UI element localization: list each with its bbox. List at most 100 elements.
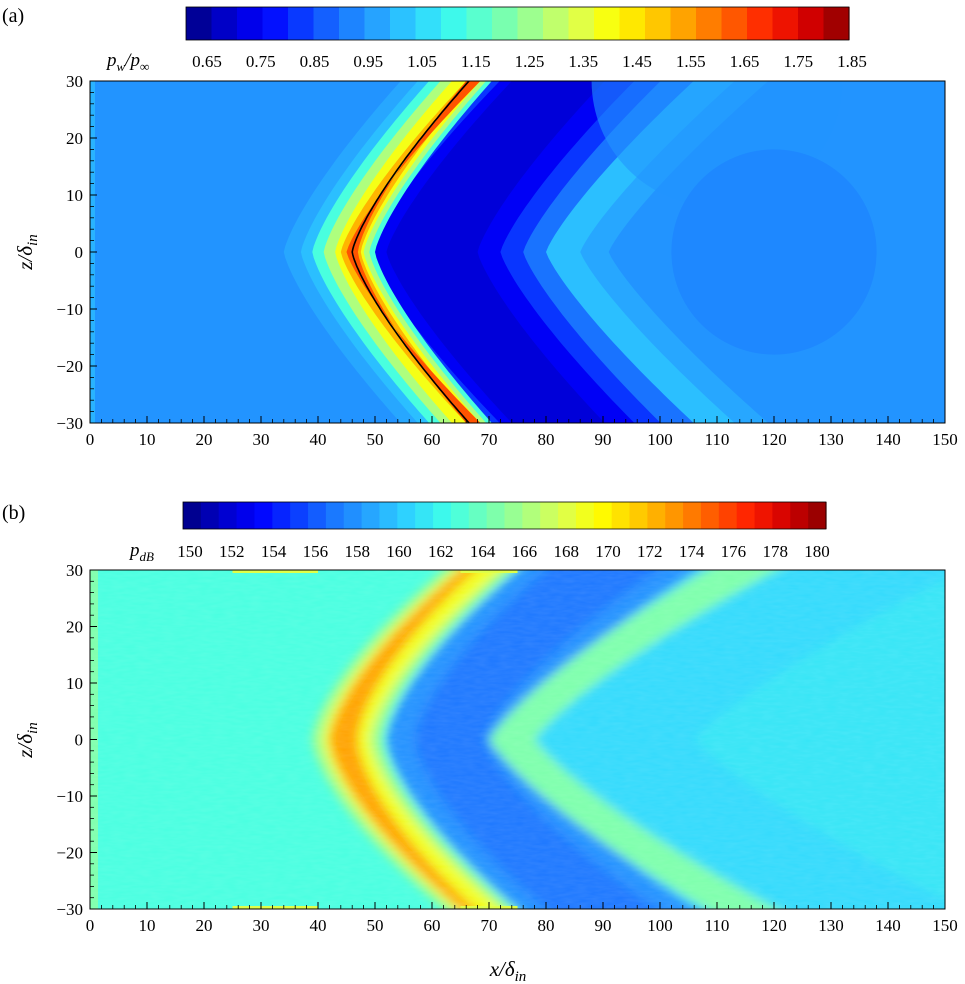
panel-b-colorbar-ticks: 150 152 154 156 158 160 162 164 166 168 170 172 174 1… xyxy=(177,542,830,561)
panel-a-y-tick-label: 20 xyxy=(66,129,83,148)
panel-a-x-tick-label: 30 xyxy=(253,430,270,449)
panel-a-colorbar-swatch xyxy=(772,7,799,40)
panel-a-contour-patch xyxy=(671,149,877,355)
panel-a-y-tick-label: 10 xyxy=(66,186,83,205)
panel-a-y-tick-label: 30 xyxy=(66,72,83,91)
panel-b-y-tick-label: 10 xyxy=(66,674,83,693)
panel-b-colorbar-border xyxy=(182,501,827,530)
panel-a-x-tick-label: 40 xyxy=(310,430,327,449)
panel-b-colorbar-label: pdB xyxy=(128,540,154,564)
panel-a-x-tick-label: 90 xyxy=(595,430,612,449)
panel-a-y-tick-label: −20 xyxy=(56,357,83,376)
panel-a-x-tick-label: 20 xyxy=(196,430,213,449)
panel-b-colorbar-swatch xyxy=(433,502,452,529)
panel-b-colorbar-swatch xyxy=(736,502,756,529)
panel-b-edge-highlight xyxy=(460,570,518,573)
panel-b-y-tick-label: −20 xyxy=(56,844,83,863)
panel-b-colorbar-tick-label: 156 xyxy=(303,542,329,561)
panel-b-x-tick-label: 70 xyxy=(481,916,498,935)
panel-a-contour-band xyxy=(346,81,481,423)
panel-a-colorbar-tick-label: 1.15 xyxy=(461,52,491,71)
panel-b-x-tick-label: 10 xyxy=(139,916,156,935)
panel-a-colorbar-swatch xyxy=(466,7,493,40)
panel-b-colorbar-swatch xyxy=(200,502,220,529)
panel-b-x-tick-label: 50 xyxy=(367,916,384,935)
panel-b-label: (b) xyxy=(2,502,25,524)
panel-a-colorbar-swatch xyxy=(798,7,825,40)
panel-b-colorbar-swatch xyxy=(504,502,523,529)
panel-a-y-tick-label: −30 xyxy=(56,414,83,433)
panel-b-colorbar-tick-label: 152 xyxy=(219,542,245,561)
panel-a-colorbar-swatch xyxy=(721,7,748,40)
panel-a-colorbar-tick-label: 0.75 xyxy=(246,52,276,71)
panel-b-x-tick-label: 110 xyxy=(705,916,730,935)
panel-b-x-tick-label: 30 xyxy=(253,916,270,935)
panel-b-colorbar-swatch xyxy=(647,502,666,529)
panel-b-y-tick-label: −10 xyxy=(56,787,83,806)
panel-a-contour-band xyxy=(386,81,605,423)
panel-b-colorbar-swatch xyxy=(290,502,309,529)
panel-a-x-tick-label: 100 xyxy=(647,430,673,449)
panel-a-contour-band xyxy=(369,81,635,423)
panel-b-colorbar xyxy=(182,501,827,530)
panel-b-colorbar-swatch xyxy=(450,502,470,529)
panel-b-colorbar-tick-label: 162 xyxy=(428,542,454,561)
panel-b-x-tick-label: 140 xyxy=(875,916,901,935)
panel-b-colorbar-swatch xyxy=(218,502,238,529)
panel-b-colorbar-swatch xyxy=(772,502,791,529)
panel-b-colorbar-swatch xyxy=(540,502,559,529)
panel-b-colorbar-tick-label: 174 xyxy=(679,542,705,561)
panel-b-colorbar-tick-label: 172 xyxy=(637,542,663,561)
panel-b-colorbar-swatch xyxy=(790,502,809,529)
panel-b-y-tick-label: 0 xyxy=(75,731,84,750)
panel-a-colorbar-swatch xyxy=(364,7,391,40)
panel-a-y-axis: 30 20 10 0 −10 −20 −30 xyxy=(56,72,97,433)
panel-a-colorbar-ticks: 0.65 0.75 0.85 0.95 1.05 1.15 1.25 1.35 1.45 1.55… xyxy=(192,52,867,71)
panel-a-colorbar-swatch xyxy=(262,7,289,40)
panel-b-y-axis-label: z/δin xyxy=(13,722,41,758)
panel-a-colorbar-tick-label: 0.85 xyxy=(300,52,330,71)
panel-b-colorbar-swatch xyxy=(683,502,702,529)
panel-b-colorbar-swatch xyxy=(754,502,774,529)
panel-a-x-tick-label: 120 xyxy=(761,430,787,449)
panel-b-x-tick-label: 60 xyxy=(424,916,441,935)
panel-b-colorbar-swatch xyxy=(379,502,398,529)
panel-a-shock-line xyxy=(351,81,470,423)
panel-a-label: (a) xyxy=(2,5,24,27)
panel-b-x-tick-label: 0 xyxy=(86,916,95,935)
panel-b-colorbar-swatch xyxy=(415,502,434,529)
panel-b-x-axis: 0 10 20 30 40 50 60 70 80 90 100 110 120 130 140 150 xyxy=(86,902,958,935)
panel-b-colorbar-swatch xyxy=(272,502,291,529)
panel-b-colorbar-swatch xyxy=(308,502,327,529)
panel-a-colorbar-swatch xyxy=(670,7,697,40)
panel-b-colorbar-tick-label: 158 xyxy=(344,542,370,561)
panel-b-colorbar-swatch xyxy=(486,502,506,529)
panel-b-colorbar-swatch xyxy=(522,502,541,529)
panel-b-colorbar-tick-label: 164 xyxy=(470,542,496,561)
panel-b-colorbar-swatch xyxy=(325,502,345,529)
panel-a-colorbar-border xyxy=(185,6,850,41)
panel-b-plot-area xyxy=(90,570,945,909)
panel-a-colorbar-tick-label: 1.55 xyxy=(676,52,706,71)
panel-a-x-tick-label: 110 xyxy=(705,430,730,449)
panel-b-colorbar-tick-label: 168 xyxy=(553,542,579,561)
panel-a-colorbar-swatch xyxy=(517,7,544,40)
panel-b-colorbar-swatch xyxy=(593,502,613,529)
panel-a-x-tick-label: 140 xyxy=(875,430,901,449)
panel-a-colorbar-tick-label: 1.35 xyxy=(568,52,598,71)
panel-a-colorbar-swatch xyxy=(211,7,238,40)
panel-a-x-tick-label: 80 xyxy=(538,430,555,449)
panel-a-colorbar-swatch xyxy=(696,7,723,40)
panel-a-colorbar-tick-label: 1.75 xyxy=(783,52,813,71)
panel-b-colorbar-swatch xyxy=(468,502,488,529)
panel-a: (a) pw/p∞ 0.65 0.75 0.85 0.95 1.05 1.15 1.25 1.… xyxy=(2,5,958,449)
panel-b-colorbar-swatch xyxy=(718,502,738,529)
panel-a-colorbar xyxy=(185,6,850,41)
panel-a-colorbar-tick-label: 1.85 xyxy=(837,52,867,71)
panel-a-colorbar-swatch xyxy=(186,7,213,40)
panel-a-colorbar-tick-label: 1.65 xyxy=(730,52,760,71)
panel-b-x-tick-label: 80 xyxy=(538,916,555,935)
panel-b-colorbar-tick-label: 170 xyxy=(595,542,621,561)
panel-a-colorbar-swatch xyxy=(619,7,646,40)
panel-b-colorbar-swatch xyxy=(254,502,273,529)
